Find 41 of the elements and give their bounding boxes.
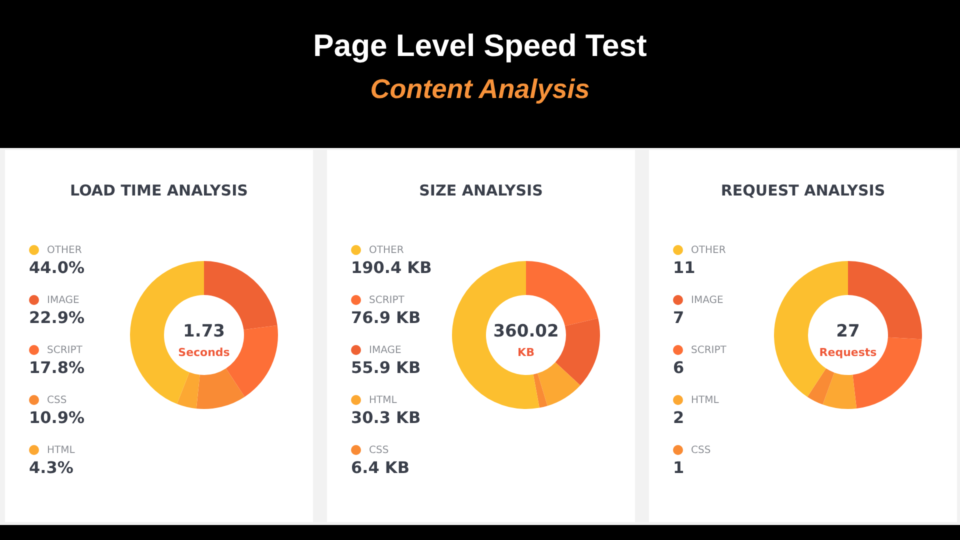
legend-label: IMAGE	[47, 294, 80, 306]
data-label: 10.9%	[29, 408, 85, 427]
data-label: 17.8%	[29, 358, 85, 377]
text: Content Analysis	[369, 74, 591, 105]
data-label: 22.9%	[29, 308, 85, 327]
data-label: 44.0%	[29, 258, 85, 277]
data-label: 6.4 KB	[351, 458, 411, 477]
data-label: 30.3 KB	[351, 408, 422, 427]
legend-label: OTHER	[691, 244, 726, 256]
text: Requests	[819, 346, 878, 359]
data-label: 2	[673, 408, 686, 427]
chart-title: LOAD TIME ANALYSIS	[70, 182, 248, 200]
text: 360.02	[493, 322, 559, 342]
legend-label: SCRIPT	[47, 344, 82, 356]
data-label: 6	[673, 358, 686, 377]
data-label: 190.4 KB	[351, 258, 432, 277]
chart-title: REQUEST ANALYSIS	[720, 182, 886, 200]
legend-label: SCRIPT	[369, 294, 404, 306]
legend-label: HTML	[691, 394, 719, 406]
legend-label: CSS	[691, 444, 711, 456]
legend-label: HTML	[47, 444, 75, 456]
text: 27	[836, 322, 860, 342]
legend-label: CSS	[47, 394, 67, 406]
text: KB	[518, 346, 534, 359]
data-label: 11	[673, 258, 696, 277]
legend-label: SCRIPT	[691, 344, 726, 356]
text: 1.73	[183, 322, 225, 342]
data-label: 1	[673, 458, 686, 477]
legend-label: HTML	[369, 394, 397, 406]
text: Page Level Speed Test	[312, 28, 648, 64]
legend-label: CSS	[369, 444, 389, 456]
data-label: 76.9 KB	[351, 308, 422, 327]
legend-label: IMAGE	[691, 294, 724, 306]
data-label: 55.9 KB	[351, 358, 422, 377]
legend-label: OTHER	[47, 244, 82, 256]
data-label: 4.3%	[29, 458, 74, 477]
text: Seconds	[178, 346, 230, 359]
legend-label: OTHER	[369, 244, 404, 256]
data-label: 7	[673, 308, 686, 327]
legend-label: IMAGE	[369, 344, 402, 356]
chart-title: SIZE ANALYSIS	[419, 182, 543, 200]
